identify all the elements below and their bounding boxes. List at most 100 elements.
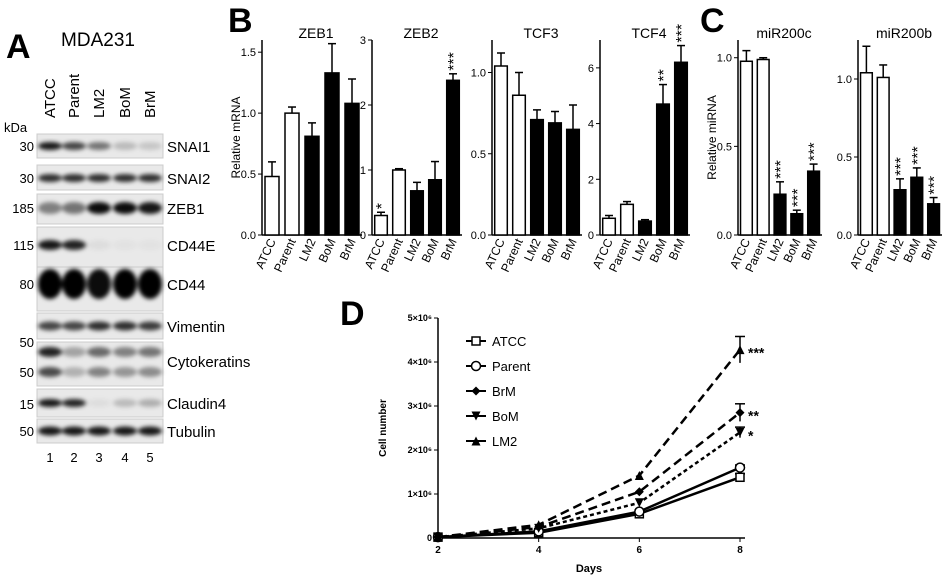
band <box>38 399 62 407</box>
band <box>62 347 86 357</box>
marker <box>634 471 644 481</box>
series-line <box>437 411 741 539</box>
kda-label: 30 <box>20 171 34 186</box>
lane-label: BoM <box>117 87 134 118</box>
band <box>113 269 137 299</box>
x-tick-label: 6 <box>637 545 643 556</box>
band <box>38 142 62 150</box>
bar <box>876 76 890 236</box>
kda-label: 30 <box>20 139 34 154</box>
y-tick-label: 1.0 <box>837 74 852 86</box>
y-tick-label: 1.0 <box>717 53 732 65</box>
protein-label: Claudin4 <box>167 396 226 413</box>
protein-label: Tubulin <box>167 424 216 441</box>
lane-label: LM2 <box>91 89 108 118</box>
bands <box>38 174 162 182</box>
panel-label: A <box>6 28 31 66</box>
band <box>113 142 137 150</box>
y-tick-label: 2×10⁶ <box>408 445 432 455</box>
band <box>87 269 111 299</box>
x-tick-label: BrM <box>337 236 359 262</box>
kda-header: kDa <box>4 120 28 135</box>
band <box>113 367 137 377</box>
significance: *** <box>446 52 463 71</box>
protein-label: Vimentin <box>167 319 225 336</box>
significance: *** <box>674 24 691 43</box>
bar <box>565 128 581 236</box>
band <box>113 321 137 331</box>
band <box>138 347 162 357</box>
y-tick-label: 2 <box>360 100 366 112</box>
y-tick-label: 3 <box>360 35 366 47</box>
x-axis-label: Days <box>576 563 602 575</box>
y-tick-label: 0 <box>427 533 432 543</box>
marker <box>734 462 746 473</box>
bar <box>529 118 545 236</box>
lane-number: 1 <box>46 450 53 465</box>
marker <box>735 345 745 355</box>
band <box>38 174 62 182</box>
bar <box>373 214 389 236</box>
legend-marker <box>470 360 482 372</box>
band <box>138 142 162 150</box>
band <box>62 240 86 250</box>
bands <box>38 202 162 214</box>
kda-label: 185 <box>12 201 34 216</box>
x-tick-label: BoM <box>419 236 442 264</box>
series-line <box>437 466 741 539</box>
bar <box>859 72 874 236</box>
chart-title: ZEB1 <box>298 25 333 41</box>
x-tick-label: BrM <box>666 236 688 262</box>
chart-title: TCF4 <box>632 25 667 41</box>
band <box>138 269 162 299</box>
band <box>87 347 111 357</box>
protein-label: CD44E <box>167 238 215 255</box>
significance: ** <box>656 69 673 81</box>
y-tick-label: 4×10⁶ <box>408 357 432 367</box>
band <box>138 399 162 407</box>
y-tick-label: 2 <box>588 174 594 186</box>
band <box>87 367 111 377</box>
band <box>62 142 86 150</box>
bands <box>38 269 162 299</box>
y-tick-label: 0 <box>360 230 366 242</box>
y-tick-label: 0.5 <box>241 169 256 181</box>
bar <box>773 193 787 236</box>
kda-label: 50 <box>20 335 34 350</box>
x-tick-label: 4 <box>536 545 542 556</box>
significance: ** <box>748 408 759 424</box>
y-tick-label: 0.5 <box>837 152 852 164</box>
band <box>62 321 86 331</box>
marker <box>634 506 645 517</box>
band <box>113 426 137 436</box>
band <box>138 174 162 182</box>
bar <box>264 175 280 236</box>
band <box>138 202 162 214</box>
x-tick-label: BrM <box>918 236 940 262</box>
bar <box>304 135 320 236</box>
kda-label: 50 <box>20 424 34 439</box>
bar <box>756 58 770 236</box>
band <box>38 202 62 214</box>
marker <box>735 408 745 418</box>
bar <box>893 189 907 236</box>
x-tick-label: BoM <box>316 236 339 264</box>
band <box>38 240 62 250</box>
significance: *** <box>790 188 807 207</box>
panel-label: D <box>340 295 365 333</box>
kda-label: 80 <box>20 277 34 292</box>
band <box>62 367 86 377</box>
y-tick-label: 0.0 <box>241 230 256 242</box>
x-tick-label: BoM <box>539 236 562 264</box>
chart-title: miR200c <box>756 25 811 41</box>
band <box>113 399 137 407</box>
lane-number: 4 <box>121 450 128 465</box>
significance: *** <box>748 345 765 361</box>
bar <box>493 65 509 236</box>
legend-marker <box>471 411 481 421</box>
legend-label: BrM <box>492 384 516 399</box>
protein-label: Cytokeratins <box>167 354 250 371</box>
protein-label: SNAI2 <box>167 171 210 188</box>
x-tick-label: BoM <box>647 236 670 264</box>
significance: *** <box>927 176 944 195</box>
